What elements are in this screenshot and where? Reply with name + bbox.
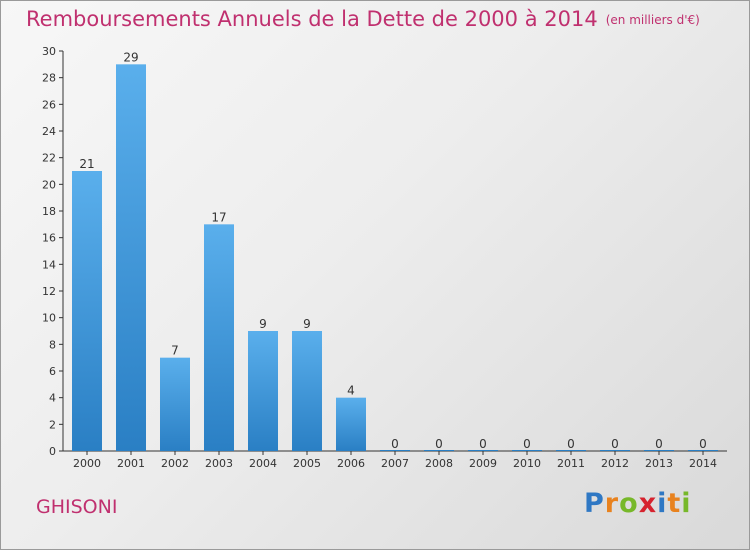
city-name: GHISONI	[36, 496, 118, 518]
x-tick-label: 2010	[513, 457, 541, 470]
data-label: 0	[567, 437, 575, 451]
y-tick-label: 16	[42, 232, 56, 245]
bar	[116, 64, 146, 452]
data-label: 17	[211, 210, 226, 224]
y-tick-label: 0	[49, 445, 56, 458]
data-label: 0	[611, 437, 619, 451]
y-tick-label: 22	[42, 152, 56, 165]
bar	[204, 224, 234, 451]
x-tick-label: 2002	[161, 457, 189, 470]
y-tick-label: 14	[42, 258, 56, 271]
x-tick-label: 2006	[337, 457, 365, 470]
data-label: 0	[435, 437, 443, 451]
y-tick-label: 12	[42, 285, 56, 298]
y-tick-label: 10	[42, 312, 56, 325]
y-tick-label: 24	[42, 125, 56, 138]
y-tick-label: 2	[49, 418, 56, 431]
y-tick-label: 30	[42, 45, 56, 58]
y-tick-label: 6	[49, 365, 56, 378]
data-label: 0	[391, 437, 399, 451]
bar	[160, 357, 190, 451]
logo-letter: i	[681, 488, 692, 519]
logo-letter: o	[619, 488, 639, 519]
x-tick-label: 2003	[205, 457, 233, 470]
bar	[292, 331, 322, 451]
chart-title-text: Remboursements Annuels de la Dette de 20…	[26, 7, 598, 31]
y-tick-label: 4	[49, 392, 56, 405]
data-label: 0	[655, 437, 663, 451]
chart-title: Remboursements Annuels de la Dette de 20…	[26, 7, 700, 31]
proxiti-logo: Proxiti	[584, 488, 692, 519]
data-label: 0	[699, 437, 707, 451]
data-label: 7	[171, 344, 179, 358]
data-label: 9	[303, 317, 311, 331]
x-tick-label: 2008	[425, 457, 453, 470]
data-label: 4	[347, 384, 355, 398]
data-label: 0	[479, 437, 487, 451]
logo-letter: x	[638, 488, 658, 519]
data-label: 9	[259, 317, 267, 331]
logo-letter: P	[584, 488, 605, 519]
y-tick-label: 28	[42, 72, 56, 85]
bars	[72, 64, 718, 452]
y-tick-label: 20	[42, 178, 56, 191]
x-tick-label: 2013	[645, 457, 673, 470]
x-tick-label: 2007	[381, 457, 409, 470]
bar	[336, 397, 366, 451]
logo-letter: r	[604, 488, 620, 519]
bar	[248, 331, 278, 451]
data-label: 21	[79, 157, 94, 171]
data-label: 29	[123, 50, 138, 64]
logo-letter: t	[667, 488, 682, 519]
x-tick-label: 2014	[689, 457, 717, 470]
x-tick-label: 2001	[117, 457, 145, 470]
x-tick-label: 2000	[73, 457, 101, 470]
data-label: 0	[523, 437, 531, 451]
logo-letter: i	[657, 488, 668, 519]
y-tick-label: 26	[42, 98, 56, 111]
x-tick-label: 2005	[293, 457, 321, 470]
x-tick-label: 2009	[469, 457, 497, 470]
data-labels: 21 29 7 17 9 9 4 0 0 0 0 0 0 0 0	[79, 50, 706, 451]
x-tick-label: 2011	[557, 457, 585, 470]
y-tick-label: 18	[42, 205, 56, 218]
y-tick-label: 8	[49, 338, 56, 351]
x-tick-label: 2004	[249, 457, 277, 470]
chart-unit: (en milliers d'€)	[605, 13, 700, 27]
x-tick-label: 2012	[601, 457, 629, 470]
bar	[72, 171, 102, 451]
